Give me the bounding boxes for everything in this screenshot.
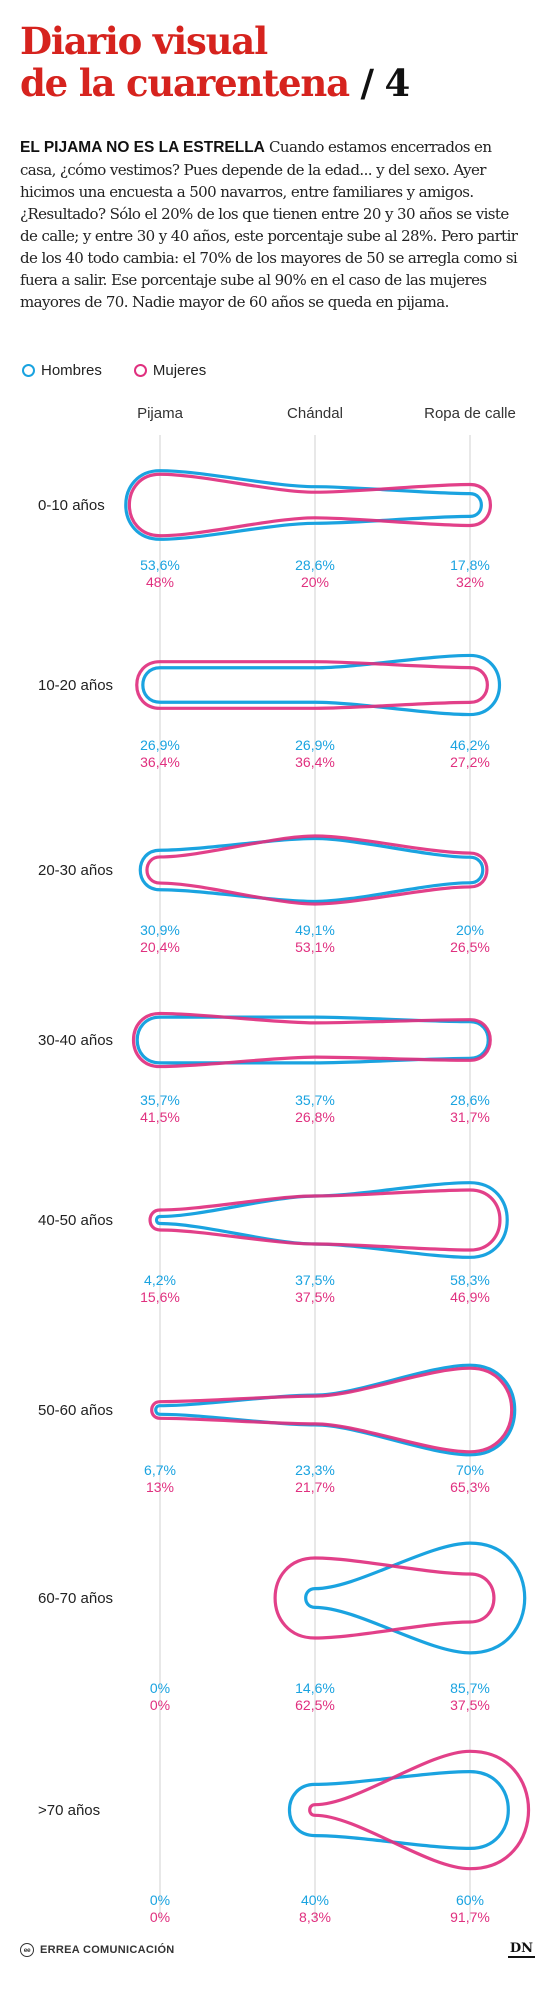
shape-mujeres <box>148 1188 502 1252</box>
intro-kicker: EL PIJAMA NO ES LA ESTRELLA <box>20 139 265 156</box>
shape-mujeres <box>308 1749 530 1871</box>
data-label-hombres: 26,9% <box>295 737 335 753</box>
row-label: 50-60 años <box>38 1402 113 1419</box>
brand-name: ERREA COMUNICACIÓN <box>40 1944 175 1956</box>
title-separator: / <box>348 61 385 105</box>
data-label-mujeres: 13% <box>146 1479 174 1495</box>
data-label-mujeres: 21,7% <box>295 1479 335 1495</box>
shape-hombres <box>304 1541 527 1655</box>
shape-hombres <box>154 1363 517 1457</box>
shape-mujeres <box>145 834 489 906</box>
shape-hombres <box>124 469 483 541</box>
data-label-hombres: 30,9% <box>140 922 180 938</box>
data-label-hombres: 0% <box>150 1680 170 1696</box>
data-label-hombres: 17,8% <box>450 557 490 573</box>
data-label-hombres: 23,3% <box>295 1462 335 1478</box>
page-title: Diario visual de la cuarentena / 4 <box>20 20 540 104</box>
data-label-hombres: 35,7% <box>295 1092 335 1108</box>
data-label-hombres: 14,6% <box>295 1680 335 1696</box>
legend-label-hombres: Hombres <box>41 362 102 379</box>
data-label-hombres: 26,9% <box>140 737 180 753</box>
data-label-hombres: 40% <box>301 1892 329 1908</box>
row-label: 60-70 años <box>38 1590 113 1607</box>
data-label-mujeres: 53,1% <box>295 939 335 955</box>
row-label: 30-40 años <box>38 1032 113 1049</box>
shape-hombres <box>138 836 485 904</box>
legend-label-mujeres: Mujeres <box>152 362 207 379</box>
data-label-mujeres: 0% <box>150 1909 170 1925</box>
shape-mujeres <box>135 660 489 710</box>
data-label-hombres: 20% <box>456 922 484 938</box>
dn-logo: DN <box>507 1941 535 1958</box>
data-label-hombres: 4,2% <box>144 1272 176 1288</box>
shape-mujeres <box>127 472 493 538</box>
data-label-mujeres: 37,5% <box>450 1697 490 1713</box>
hombres-circle-icon <box>22 364 35 377</box>
data-label-mujeres: 91,7% <box>450 1909 490 1925</box>
data-label-mujeres: 26,5% <box>450 939 490 955</box>
data-label-mujeres: 32% <box>456 574 484 590</box>
legend-item-mujeres: Mujeres <box>133 362 207 379</box>
data-label-hombres: 53,6% <box>140 557 180 573</box>
data-label-hombres: 0% <box>150 1892 170 1908</box>
data-label-mujeres: 15,6% <box>140 1289 180 1305</box>
data-label-mujeres: 46,9% <box>450 1289 490 1305</box>
shape-mujeres <box>273 1556 496 1640</box>
intro-text: Cuando estamos encerrados en casa, ¿cómo… <box>20 138 518 311</box>
shape-hombres <box>141 653 502 717</box>
mujeres-circle-icon <box>133 364 147 377</box>
legend-item-hombres: Hombres <box>22 362 102 379</box>
data-label-mujeres: 20,4% <box>140 939 180 955</box>
footer: ee ERREA COMUNICACIÓN DN <box>20 1942 535 1958</box>
data-label-mujeres: 8,3% <box>299 1909 331 1925</box>
shape-hombres <box>288 1770 510 1850</box>
data-label-hombres: 70% <box>456 1462 484 1478</box>
data-label-mujeres: 27,2% <box>450 754 490 770</box>
capsule-chart: Pijama Chándal Ropa de calle 0-10 años 53,6%… <box>38 405 530 1925</box>
title-line-2: de la cuarentena <box>20 61 350 105</box>
intro-paragraph: EL PIJAMA NO ES LA ESTRELLA Cuando estam… <box>20 136 528 313</box>
shape-hombres <box>154 1181 509 1259</box>
shape-mujeres <box>150 1366 514 1454</box>
shape-mujeres <box>131 1011 492 1069</box>
data-label-mujeres: 62,5% <box>295 1697 335 1713</box>
data-label-mujeres: 41,5% <box>140 1109 180 1125</box>
row-label: 10-20 años <box>38 677 113 694</box>
data-label-mujeres: 26,8% <box>295 1109 335 1125</box>
shape-hombres <box>135 1015 490 1065</box>
data-label-mujeres: 37,5% <box>295 1289 335 1305</box>
data-label-hombres: 28,6% <box>450 1092 490 1108</box>
data-label-mujeres: 20% <box>301 574 329 590</box>
errea-logo-icon: ee <box>20 1943 34 1957</box>
data-label-mujeres: 31,7% <box>450 1109 490 1125</box>
column-header: Chándal <box>287 405 343 422</box>
data-label-mujeres: 36,4% <box>295 754 335 770</box>
data-label-hombres: 6,7% <box>144 1462 176 1478</box>
data-label-mujeres: 36,4% <box>140 754 180 770</box>
data-label-hombres: 85,7% <box>450 1680 490 1696</box>
data-label-mujeres: 48% <box>146 574 174 590</box>
data-label-mujeres: 0% <box>150 1697 170 1713</box>
data-label-hombres: 28,6% <box>295 557 335 573</box>
row-label: 40-50 años <box>38 1212 113 1229</box>
column-header: Ropa de calle <box>424 405 516 422</box>
title-line-1: Diario visual <box>20 19 268 63</box>
data-label-hombres: 46,2% <box>450 737 490 753</box>
data-label-hombres: 49,1% <box>295 922 335 938</box>
data-label-mujeres: 65,3% <box>450 1479 490 1495</box>
row-label: 0-10 años <box>38 497 105 514</box>
data-label-hombres: 58,3% <box>450 1272 490 1288</box>
column-header: Pijama <box>137 405 184 422</box>
data-label-hombres: 37,5% <box>295 1272 335 1288</box>
title-number: 4 <box>384 61 411 105</box>
brand: ee ERREA COMUNICACIÓN <box>20 1943 175 1957</box>
legend: Hombres Mujeres <box>22 362 206 379</box>
data-label-hombres: 60% <box>456 1892 484 1908</box>
row-label: >70 años <box>38 1802 100 1819</box>
row-label: 20-30 años <box>38 862 113 879</box>
data-label-hombres: 35,7% <box>140 1092 180 1108</box>
